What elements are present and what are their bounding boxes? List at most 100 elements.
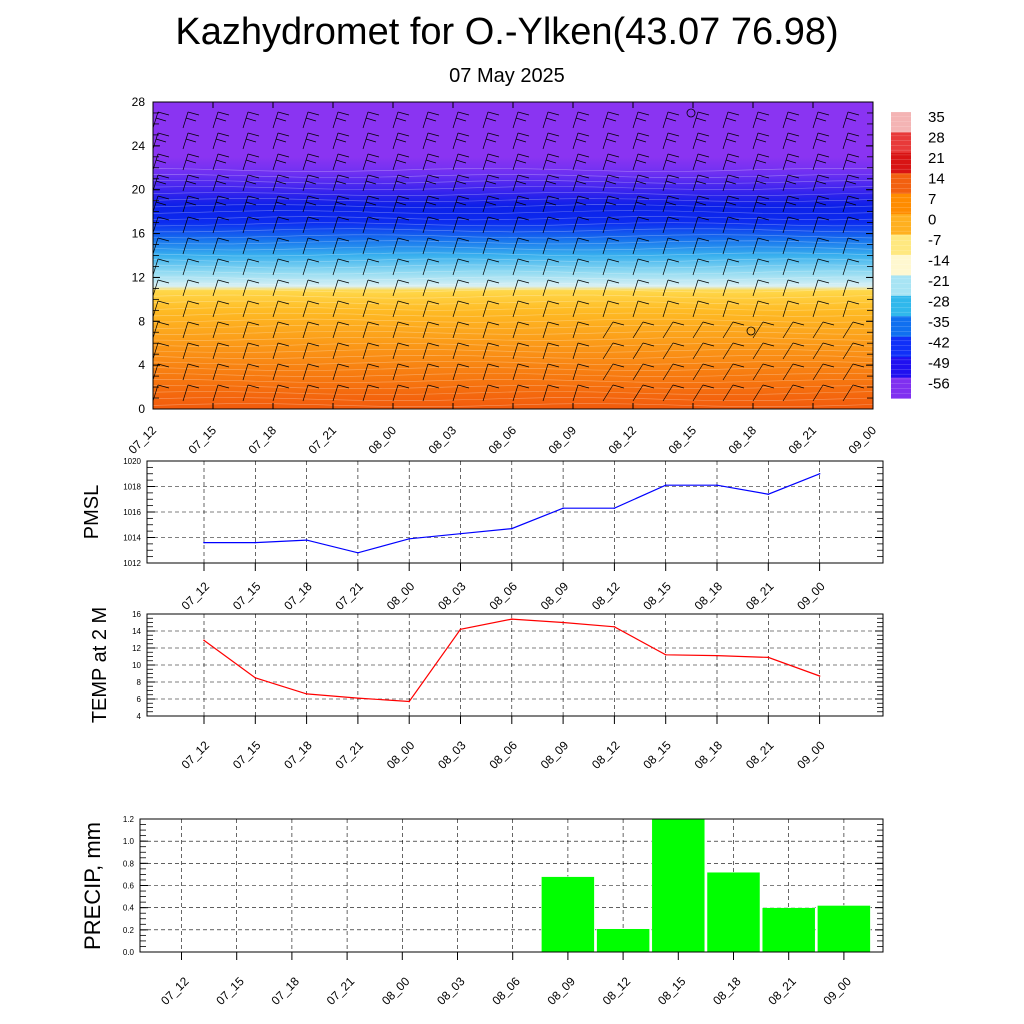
wind-barb-flag — [215, 138, 227, 143]
wind-barb-shaft — [512, 195, 519, 213]
wind-barb-shaft — [692, 279, 699, 297]
colorbar-label: 35 — [928, 109, 945, 126]
wind-barb-flag — [217, 321, 230, 326]
precip-y-tick-label: 0.8 — [123, 859, 135, 868]
wind-barb-shaft — [872, 273, 873, 275]
wind-barb-flag — [157, 384, 170, 389]
wind-barb-flag — [367, 174, 380, 179]
colorbar-swatch — [891, 275, 911, 297]
wind-barb-flag — [667, 279, 680, 284]
wind-barb-shaft — [272, 363, 279, 381]
wind-barb-shaft — [452, 153, 459, 171]
wind-barb-shaft — [153, 174, 159, 192]
wind-barb-flag — [487, 384, 500, 389]
wind-barb-flag — [455, 180, 467, 185]
wind-barb-shaft — [602, 111, 609, 129]
contour-line — [153, 403, 873, 408]
wind-barb-shaft — [452, 342, 459, 360]
wind-barb-flag — [367, 321, 380, 326]
wind-barb-flag — [547, 216, 560, 221]
contour-line — [153, 379, 873, 383]
wind-barb-shaft — [302, 321, 309, 339]
wind-barb-shaft — [752, 279, 759, 297]
wind-barb-flag — [427, 195, 440, 200]
wind-barb-flag — [307, 279, 320, 284]
wind-barb-flag — [665, 201, 677, 206]
wind-barb-shaft — [572, 342, 579, 360]
wind-barb-shaft — [602, 384, 614, 402]
wind-barb-flag — [337, 258, 350, 263]
contour-line — [153, 246, 873, 251]
wind-barb-flag — [785, 138, 797, 143]
wind-barb-flag — [547, 174, 560, 179]
wind-barb-shaft — [632, 384, 644, 402]
pmsl-point — [357, 552, 359, 554]
wind-barb-flag — [667, 174, 680, 179]
wind-barb-shaft — [812, 363, 824, 381]
wind-barb-flag — [635, 117, 647, 122]
wind-barb-flag — [277, 384, 290, 389]
wind-barb-shaft — [602, 174, 609, 192]
wind-barb-flag — [367, 237, 380, 242]
wind-barb-shaft — [332, 342, 339, 360]
calm-wind-circle — [746, 326, 756, 336]
temp-x-tick-label: 08_09 — [538, 738, 572, 772]
temp-x-tick-label: 09_00 — [794, 738, 828, 772]
pmsl-x-tick-label: 08_00 — [384, 579, 418, 613]
wind-barb-flag — [577, 342, 590, 347]
wind-barb-flag — [817, 300, 830, 305]
wind-barb-flag — [185, 201, 197, 206]
precip-x-tick-label: 08_09 — [545, 974, 579, 1008]
wind-barb-flag — [545, 180, 557, 185]
wind-barb-shaft — [242, 111, 249, 129]
wind-barb-shaft — [452, 216, 459, 234]
wind-barb-flag — [517, 384, 530, 389]
wind-barb-flag — [277, 300, 290, 305]
precip-y-tick-label: 0.2 — [123, 926, 135, 935]
pmsl-x-tick-label: 08_15 — [640, 579, 674, 613]
wind-barb-flag — [217, 174, 230, 179]
wind-barb-flag — [307, 363, 320, 368]
contour-line — [153, 367, 873, 371]
wind-barb-shaft — [662, 342, 674, 360]
wind-barb-shaft — [212, 216, 219, 234]
wind-barb-flag — [878, 217, 889, 220]
wind-barb-shaft — [842, 153, 849, 171]
temp-x-tick-label: 07_12 — [179, 738, 213, 772]
wind-barb-flag — [457, 384, 470, 389]
wind-barb-shaft — [392, 174, 399, 192]
wind-barb-flag — [727, 216, 740, 221]
wind-barb-shaft — [422, 342, 429, 360]
wind-barb-shaft — [332, 195, 339, 213]
wind-barb-shaft — [482, 153, 489, 171]
wind-barb-flag — [187, 363, 200, 368]
colorbar-label: -7 — [928, 232, 941, 249]
wind-barb-shaft — [422, 174, 429, 192]
wind-barb-shaft — [482, 342, 489, 360]
wind-barb-shaft — [722, 174, 729, 192]
colorbar-swatch — [891, 295, 911, 317]
wind-barb-shaft — [602, 153, 609, 171]
wind-barb-flag — [545, 159, 557, 164]
colorbar-label: 21 — [928, 150, 945, 167]
wind-barb-shaft — [242, 300, 249, 318]
wind-barb-flag — [335, 201, 347, 206]
wind-barb-shaft — [242, 153, 249, 171]
wind-barb-shaft — [422, 363, 429, 381]
wind-barb-flag — [187, 258, 200, 263]
wind-barb-flag — [217, 111, 230, 116]
wind-barb-flag — [305, 117, 317, 122]
precip-frame — [139, 818, 884, 953]
wind-barb-shaft — [153, 321, 159, 339]
wind-barb-shaft — [512, 279, 519, 297]
pmsl-x-tick-label: 09_00 — [794, 579, 828, 613]
wind-barb-flag — [515, 117, 527, 122]
wind-barb-shaft — [362, 153, 369, 171]
wind-barb-flag — [732, 384, 745, 389]
pmsl-x-tick-label: 08_03 — [435, 579, 469, 613]
wind-barb-flag — [702, 363, 715, 368]
wind-barb-flag — [427, 132, 440, 137]
y-tick-label: 24 — [132, 139, 146, 153]
temp-point — [818, 675, 821, 677]
wind-barb-flag — [365, 201, 377, 206]
